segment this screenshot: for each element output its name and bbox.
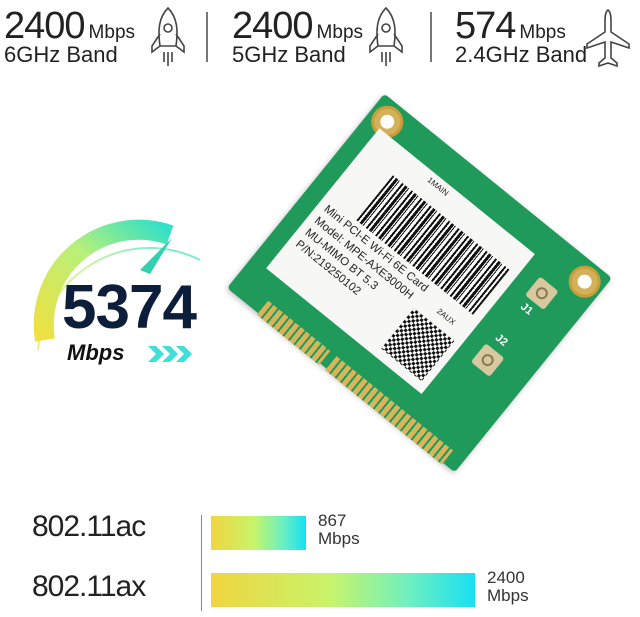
wifi-card-image: 1MAIN Mini PCI-E Wi-Fi 6E Card Model: MP… — [226, 93, 613, 473]
band-label: 6GHz Band — [4, 42, 118, 67]
standard-label: 802.11ax — [32, 570, 146, 603]
speed-bar-80211ac — [211, 516, 306, 550]
aux-marker: 2AUX — [435, 306, 458, 327]
spec-6ghz: 2400 Mbps 6GHz Band — [4, 5, 185, 67]
rocket-icon — [151, 6, 185, 66]
spec-24ghz: 574 Mbps 2.4GHz Band — [455, 5, 630, 68]
standard-label: 802.11ac — [32, 510, 146, 543]
divider — [206, 12, 208, 62]
bar-value: 867 Mbps — [318, 511, 360, 548]
speed-gauge — [33, 219, 201, 351]
speed-value: 2400 — [232, 5, 314, 47]
chevrons-icon — [148, 346, 192, 362]
connector-label: J2 — [492, 331, 510, 349]
mount-hole — [562, 259, 608, 305]
divider — [201, 515, 202, 611]
rocket-icon — [369, 6, 403, 66]
speed-value: 574 — [455, 5, 516, 47]
antenna-connector — [470, 343, 505, 377]
band-label: 5GHz Band — [232, 42, 346, 67]
connector-label: J1 — [517, 300, 536, 318]
total-speed-unit: Mbps — [67, 340, 125, 365]
divider — [430, 12, 432, 62]
bar-value: 2400 Mbps — [487, 568, 529, 605]
speed-unit: Mbps — [316, 22, 364, 43]
spec-5ghz: 2400 Mbps 5GHz Band — [232, 5, 403, 67]
speed-bar-80211ax — [211, 573, 475, 607]
speed-unit: Mbps — [88, 22, 136, 43]
gauge-needle — [140, 238, 172, 274]
speed-unit: Mbps — [519, 22, 566, 43]
speed-value: 2400 — [4, 5, 86, 47]
band-label: 2.4GHz Band — [455, 42, 588, 67]
airplane-icon — [586, 9, 630, 68]
total-speed-value: 5374 — [62, 273, 197, 342]
main-marker: 1MAIN — [425, 175, 451, 198]
